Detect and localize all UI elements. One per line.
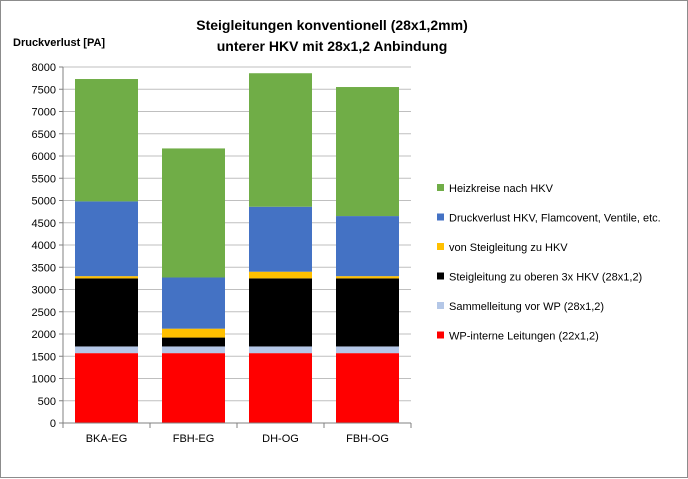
y-tick-label: 4500 xyxy=(32,218,56,230)
x-tick-label: BKA-EG xyxy=(86,433,128,445)
y-tick-label: 1500 xyxy=(32,351,56,363)
bar-segment xyxy=(75,278,138,347)
bar-segment xyxy=(336,216,399,277)
y-tick-label: 0 xyxy=(50,418,56,430)
y-tick-label: 6500 xyxy=(32,129,56,141)
bar-segment xyxy=(162,353,225,423)
y-tick-label: 2500 xyxy=(32,307,56,319)
legend-swatch xyxy=(437,302,444,309)
bar-segment xyxy=(249,271,312,279)
bar-segment xyxy=(162,148,225,278)
legend-label: WP-interne Leitungen (22x1,2) xyxy=(449,331,599,343)
y-tick-label: 7500 xyxy=(32,84,56,96)
y-tick-label: 3500 xyxy=(32,262,56,274)
y-tick-label: 4000 xyxy=(32,240,56,252)
bar-segment xyxy=(336,278,399,347)
bar-segment xyxy=(249,206,312,272)
y-tick-label: 6000 xyxy=(32,151,56,163)
y-axis-label: Druckverlust [PA] xyxy=(13,37,105,49)
x-tick-label: FBH-OG xyxy=(346,433,389,445)
y-tick-label: 2000 xyxy=(32,329,56,341)
legend-swatch xyxy=(437,243,444,250)
y-tick-label: 3000 xyxy=(32,285,56,297)
y-tick-label: 7000 xyxy=(32,107,56,119)
bar-segment xyxy=(162,337,225,347)
bar-segment xyxy=(162,328,225,338)
x-tick-label: DH-OG xyxy=(262,433,299,445)
chart-title-line-1: Steigleitungen konventionell (28x1,2mm) xyxy=(196,17,468,33)
bar-segment xyxy=(249,278,312,347)
bar-segment xyxy=(249,353,312,423)
legend-label: Druckverlust HKV, Flamcovent, Ventile, e… xyxy=(449,213,661,225)
bar-segment xyxy=(75,79,138,202)
bar-segment xyxy=(336,353,399,423)
legend-swatch xyxy=(437,272,444,280)
x-tick-label: FBH-EG xyxy=(173,433,215,445)
chart-title-line-2: unterer HKV mit 28x1,2 Anbindung xyxy=(217,38,448,54)
legend-swatch xyxy=(437,213,444,221)
bar-segment xyxy=(75,353,138,423)
y-tick-label: 5000 xyxy=(32,196,56,208)
legend-label: Sammelleitung vor WP (28x1,2) xyxy=(449,301,604,313)
legend-label: Steigleitung zu oberen 3x HKV (28x1,2) xyxy=(449,272,642,284)
bar-segment xyxy=(249,73,312,207)
bar-segment xyxy=(336,87,399,217)
bar-segment xyxy=(75,346,138,354)
bar-segment xyxy=(336,346,399,354)
bar-segment xyxy=(249,346,312,354)
legend-label: von Steigleitung zu HKV xyxy=(449,242,568,254)
bar-segment xyxy=(75,276,138,279)
y-tick-label: 8000 xyxy=(32,62,56,74)
y-tick-label: 5500 xyxy=(32,173,56,185)
bar-segment xyxy=(336,276,399,279)
bar-segment xyxy=(162,277,225,329)
legend-swatch xyxy=(437,184,444,191)
legend-label: Heizkreise nach HKV xyxy=(449,183,554,195)
bar-segment xyxy=(75,201,138,277)
y-tick-label: 1000 xyxy=(32,374,56,386)
y-tick-label: 500 xyxy=(38,396,56,408)
bar-segment xyxy=(162,346,225,354)
legend-swatch xyxy=(437,331,444,339)
